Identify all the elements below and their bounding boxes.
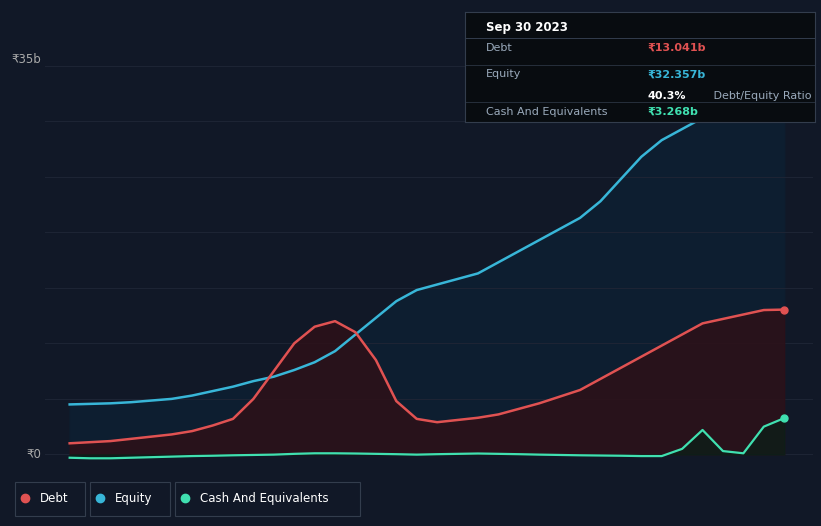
Text: Debt/Equity Ratio: Debt/Equity Ratio xyxy=(710,91,811,101)
Text: ₹3.268b: ₹3.268b xyxy=(647,107,698,117)
Text: Debt: Debt xyxy=(39,492,68,505)
Text: ₹13.041b: ₹13.041b xyxy=(647,43,705,53)
Text: 40.3%: 40.3% xyxy=(647,91,686,101)
Text: Debt: Debt xyxy=(486,43,513,53)
Text: Equity: Equity xyxy=(486,69,521,79)
Text: ₹32.357b: ₹32.357b xyxy=(647,69,705,79)
Text: Cash And Equivalents: Cash And Equivalents xyxy=(486,107,608,117)
Text: ₹0: ₹0 xyxy=(26,448,41,461)
Text: Sep 30 2023: Sep 30 2023 xyxy=(486,21,568,34)
Text: Equity: Equity xyxy=(115,492,152,505)
Text: ₹35b: ₹35b xyxy=(11,53,41,66)
Text: Cash And Equivalents: Cash And Equivalents xyxy=(200,492,328,505)
